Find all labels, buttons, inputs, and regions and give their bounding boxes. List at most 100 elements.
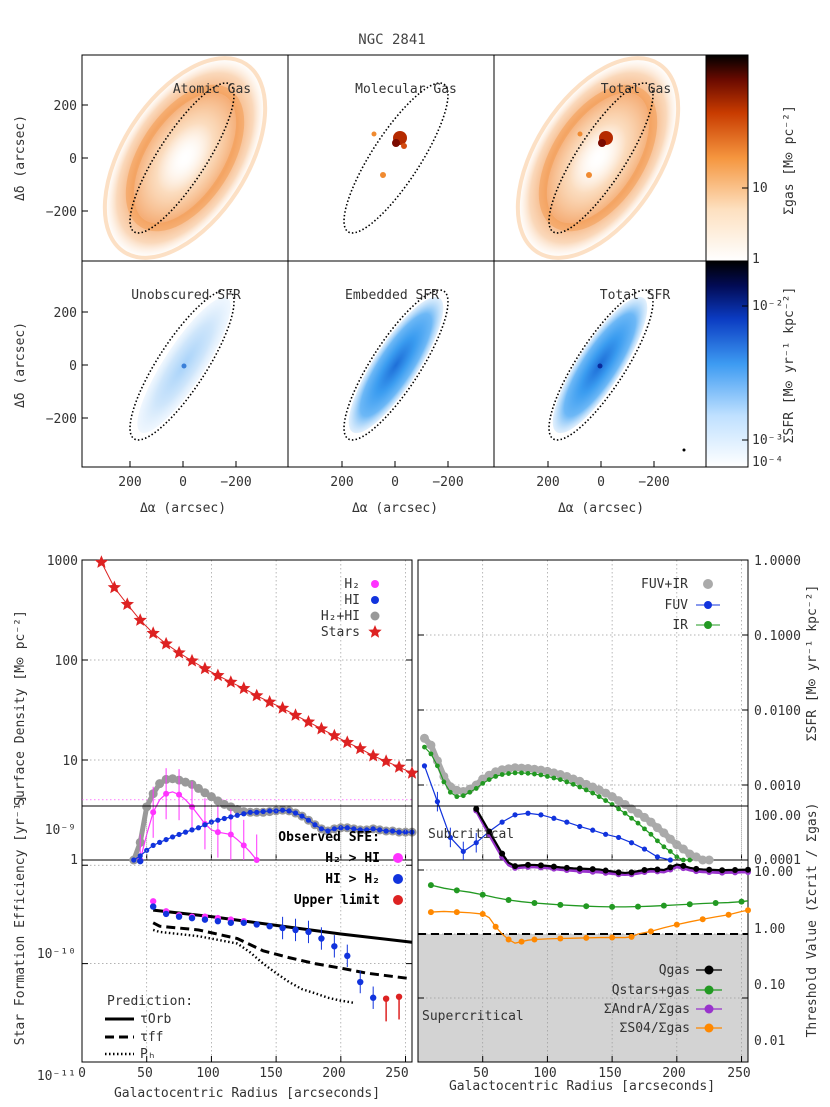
map-ylabel-sfr: Δδ (arcsec)	[13, 322, 28, 408]
sd-series-stars-point-9	[211, 668, 225, 682]
thr-series-qgas-point-24	[628, 869, 635, 876]
sfr-series-ir-point-8	[473, 786, 479, 791]
map-label-total-sfr: Total SFR	[600, 288, 671, 303]
sfr-series-fuv-point-17	[641, 846, 648, 852]
sd-series-hi-point-39	[383, 828, 389, 834]
sfr-legend-fuv: FUV	[665, 598, 689, 613]
sfe-series-hi-point-11	[279, 924, 286, 932]
thr-series-qgas-point-6	[512, 863, 519, 870]
thr-region-sub: Subcritical	[428, 827, 514, 842]
plot-sfe	[81, 805, 413, 1063]
map-xlabel-3: Δα (arcsec)	[558, 501, 644, 516]
sd-series-hi-point-13	[215, 817, 221, 823]
sfe-series-hi-point-12	[292, 926, 299, 934]
sd-axes	[81, 559, 413, 861]
thr-series-s04-line	[430, 909, 749, 944]
sfe-xtick-250: 250	[385, 1066, 408, 1081]
sfr-series-ir-point-12	[499, 772, 505, 777]
sd-series-hi-point-12	[208, 819, 215, 825]
sfr-ylabel: ΣSFR [M⊙ yr⁻¹ kpc⁻²]	[805, 585, 820, 742]
map-xtick-2-m200: −200	[432, 475, 463, 490]
sfr-legend-ir-marker	[704, 621, 712, 629]
sd-series-stars-point-15	[288, 708, 303, 721]
sfe-series-hi-point-3	[175, 913, 183, 920]
sd-series-hi-point-29	[318, 826, 325, 832]
sfe-series-hi-point-4	[188, 914, 196, 922]
sd-series-hi-point-9	[189, 827, 195, 833]
sfe-series-hi-point-0	[137, 857, 144, 865]
sd-ytick-1000: 1000	[47, 554, 78, 569]
sfe-legend-hi-marker	[393, 874, 403, 884]
sd-series-stars-point-4	[146, 626, 160, 639]
thr-series-s04-point-26	[699, 916, 706, 923]
gas-colorbar	[705, 54, 749, 262]
thr-legend-andra: ΣAndrA/Σgas	[604, 1002, 690, 1017]
map-xtick-1-0: 0	[179, 475, 187, 490]
sfr-series-fuv-point-0	[421, 763, 428, 769]
thr-ytick-1: 1.00	[754, 922, 785, 937]
sd-series-h2-point-12	[214, 829, 221, 836]
sfr-series-fuv-point-18	[654, 854, 661, 860]
sd-series-h2-line	[139, 791, 258, 861]
sd-series-stars-point-24	[405, 766, 419, 779]
sfr-series-fuv-point-6	[499, 819, 505, 825]
thr-series-s04-point-30	[745, 907, 751, 914]
sfe-xtick-0: 0	[78, 1066, 86, 1081]
sfr-colorbar-tick-1e-3: 10⁻³	[752, 433, 783, 448]
sd-series-hi-point-11	[202, 822, 208, 828]
sfr-series-ir-point-11	[493, 774, 499, 779]
sd-series-hi-point-10	[195, 825, 202, 831]
thr-ylabel: Threshold Value (Σcrit / Σgas)	[805, 803, 820, 1038]
map-xlabel-1: Δα (arcsec)	[140, 501, 226, 516]
thr-series-qgas-point-22	[615, 869, 622, 876]
sd-series-stars-point-8	[198, 661, 212, 675]
sfr-colorbar	[705, 260, 749, 468]
sd-series-stars-point-3	[133, 613, 147, 626]
thr-series-qgas-point-32	[680, 862, 687, 869]
sfr-series-ir-point-24	[577, 784, 583, 790]
sfr-ytick-0.1: 0.1000	[754, 629, 801, 644]
map-panel-atomic-gas: Atomic Gas	[81, 54, 289, 262]
sd-legend-h2: H₂	[344, 577, 360, 592]
sd-legend-stars-marker	[368, 625, 382, 638]
thr-series-s04-point-2	[453, 909, 460, 916]
sd-series-stars-point-5	[159, 636, 173, 650]
thr-xtick-100: 100	[533, 1066, 556, 1081]
map-panel-total-sfr: Total SFR	[493, 260, 707, 468]
thr-ytick-0.01: 0.01	[754, 1034, 785, 1049]
sd-ytick-1: 1	[70, 853, 78, 868]
thr-series-qgas-point-0	[473, 805, 480, 812]
thr-series-s04-point-24	[673, 921, 680, 928]
thr-series-qgas-point-20	[602, 867, 609, 874]
sd-series-stars-point-13	[263, 695, 277, 708]
thr-series-qstars-point-16	[635, 903, 641, 910]
sd-series-stars-point-19	[340, 735, 354, 749]
sd-series-h2-point-14	[227, 831, 234, 838]
thr-series-qgas-point-38	[719, 867, 726, 874]
sd-series-total-point-10	[193, 783, 203, 793]
sfr-series-ir-point-30	[616, 806, 621, 812]
sfr-series-ir-point-13	[506, 771, 511, 776]
sfr-series-ir-point-25	[583, 787, 589, 793]
thr-series-qgas-point-34	[693, 865, 700, 872]
map-label-embedded-sfr: Embedded SFR	[345, 288, 439, 303]
gas-colorbar-label: Σgas [M⊙ pc⁻²]	[782, 105, 797, 215]
sd-legend-total: H₂+HI	[321, 609, 360, 624]
sd-series-total-point-4	[155, 779, 165, 789]
sd-series-hi-point-25	[292, 810, 299, 816]
sd-series-h2-point-4	[163, 790, 170, 797]
sd-legend-hi-marker	[371, 596, 379, 604]
sfr-series-fuv-ir-point-34	[639, 812, 649, 822]
sfr-series-ir-point-22	[564, 779, 570, 785]
sfr-series-fuv-point-2	[447, 834, 453, 841]
thr-series-qgas-point-10	[537, 862, 544, 869]
sfr-colorbar-label: ΣSFR [M⊙ yr⁻¹ kpc⁻²]	[782, 287, 797, 444]
thr-series-qgas-point-12	[550, 863, 557, 870]
sfe-ytick-1e-9: 10⁻⁹	[45, 823, 76, 838]
sd-series-hi-point-20	[260, 808, 266, 815]
sfr-series-fuv-ir-point-15	[517, 763, 527, 773]
sfr-ytick-0.01: 0.0100	[754, 704, 801, 719]
thr-legend-qgas: Qgas	[659, 963, 690, 978]
sd-series-h2-point-6	[176, 791, 183, 798]
sfe-series-hi-point-1	[149, 903, 157, 910]
